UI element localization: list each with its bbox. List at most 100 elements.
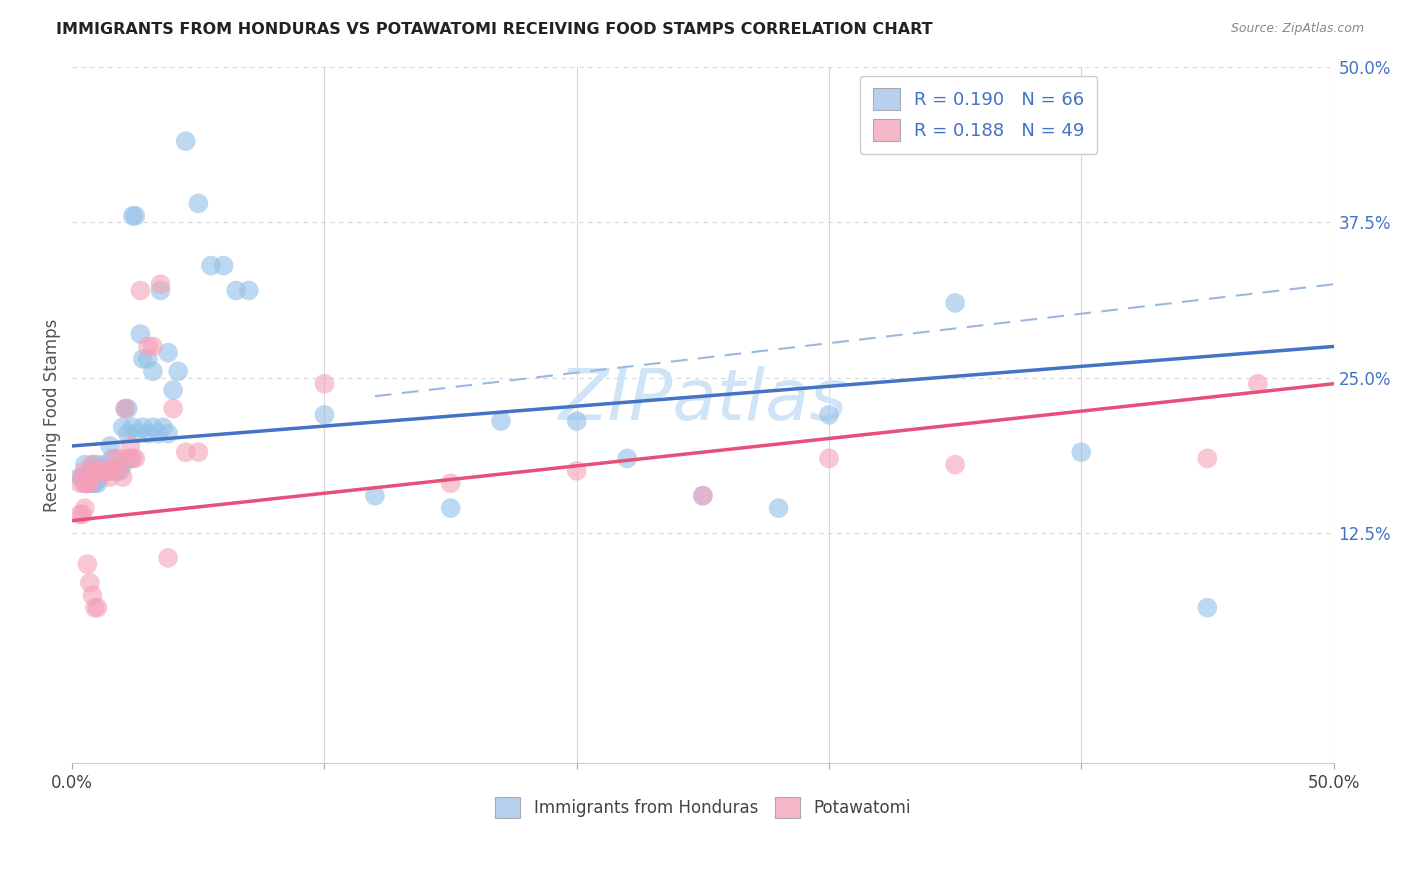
Point bbox=[98, 470, 121, 484]
Point bbox=[111, 470, 134, 484]
Point bbox=[142, 339, 165, 353]
Point bbox=[149, 284, 172, 298]
Point bbox=[84, 476, 107, 491]
Point bbox=[127, 426, 149, 441]
Point bbox=[565, 464, 588, 478]
Point bbox=[111, 458, 134, 472]
Point bbox=[565, 414, 588, 428]
Point bbox=[76, 476, 98, 491]
Point bbox=[73, 458, 96, 472]
Point bbox=[86, 458, 108, 472]
Point bbox=[124, 209, 146, 223]
Point bbox=[187, 196, 209, 211]
Point bbox=[76, 476, 98, 491]
Point bbox=[314, 376, 336, 391]
Point bbox=[120, 451, 142, 466]
Point bbox=[79, 464, 101, 478]
Point bbox=[91, 464, 114, 478]
Point bbox=[768, 501, 790, 516]
Point bbox=[439, 476, 461, 491]
Point bbox=[82, 476, 104, 491]
Point bbox=[117, 401, 139, 416]
Point bbox=[79, 575, 101, 590]
Point bbox=[96, 464, 118, 478]
Point bbox=[73, 501, 96, 516]
Point bbox=[489, 414, 512, 428]
Point bbox=[142, 420, 165, 434]
Point bbox=[104, 451, 127, 466]
Point bbox=[167, 364, 190, 378]
Point bbox=[82, 588, 104, 602]
Point bbox=[73, 476, 96, 491]
Point bbox=[89, 470, 111, 484]
Point bbox=[439, 501, 461, 516]
Point bbox=[212, 259, 235, 273]
Point bbox=[72, 508, 94, 522]
Point bbox=[174, 445, 197, 459]
Point bbox=[82, 458, 104, 472]
Point bbox=[84, 600, 107, 615]
Point bbox=[146, 426, 169, 441]
Point bbox=[121, 209, 143, 223]
Point bbox=[73, 464, 96, 478]
Point bbox=[120, 439, 142, 453]
Point bbox=[314, 408, 336, 422]
Point bbox=[91, 464, 114, 478]
Point bbox=[86, 464, 108, 478]
Point bbox=[121, 451, 143, 466]
Point bbox=[69, 508, 91, 522]
Point bbox=[108, 451, 131, 466]
Point bbox=[117, 451, 139, 466]
Point bbox=[692, 489, 714, 503]
Point bbox=[69, 476, 91, 491]
Point bbox=[72, 470, 94, 484]
Point bbox=[136, 351, 159, 366]
Point bbox=[104, 464, 127, 478]
Y-axis label: Receiving Food Stamps: Receiving Food Stamps bbox=[44, 318, 60, 511]
Point bbox=[94, 464, 117, 478]
Point bbox=[98, 464, 121, 478]
Point bbox=[142, 364, 165, 378]
Point bbox=[200, 259, 222, 273]
Point bbox=[107, 464, 129, 478]
Legend: Immigrants from Honduras, Potawatomi: Immigrants from Honduras, Potawatomi bbox=[489, 791, 917, 824]
Point bbox=[101, 451, 124, 466]
Point bbox=[692, 489, 714, 503]
Text: ZIPatlas: ZIPatlas bbox=[558, 367, 848, 435]
Point bbox=[86, 600, 108, 615]
Point bbox=[1197, 600, 1219, 615]
Point bbox=[174, 134, 197, 148]
Point bbox=[238, 284, 260, 298]
Point bbox=[1070, 445, 1092, 459]
Point bbox=[82, 458, 104, 472]
Point bbox=[1247, 376, 1270, 391]
Point bbox=[117, 426, 139, 441]
Point bbox=[76, 476, 98, 491]
Point bbox=[129, 284, 152, 298]
Point bbox=[157, 345, 180, 359]
Point bbox=[94, 458, 117, 472]
Point bbox=[136, 426, 159, 441]
Point bbox=[136, 339, 159, 353]
Point bbox=[79, 476, 101, 491]
Point bbox=[152, 420, 174, 434]
Point bbox=[84, 464, 107, 478]
Point bbox=[187, 445, 209, 459]
Point bbox=[132, 351, 155, 366]
Point bbox=[101, 464, 124, 478]
Point bbox=[124, 451, 146, 466]
Point bbox=[818, 408, 841, 422]
Point bbox=[69, 470, 91, 484]
Point bbox=[162, 383, 184, 397]
Point bbox=[121, 420, 143, 434]
Point bbox=[943, 458, 966, 472]
Text: IMMIGRANTS FROM HONDURAS VS POTAWATOMI RECEIVING FOOD STAMPS CORRELATION CHART: IMMIGRANTS FROM HONDURAS VS POTAWATOMI R… bbox=[56, 22, 932, 37]
Point bbox=[111, 420, 134, 434]
Point bbox=[73, 476, 96, 491]
Point bbox=[96, 464, 118, 478]
Point bbox=[76, 476, 98, 491]
Point bbox=[114, 401, 136, 416]
Point bbox=[98, 439, 121, 453]
Point bbox=[79, 476, 101, 491]
Point bbox=[149, 277, 172, 292]
